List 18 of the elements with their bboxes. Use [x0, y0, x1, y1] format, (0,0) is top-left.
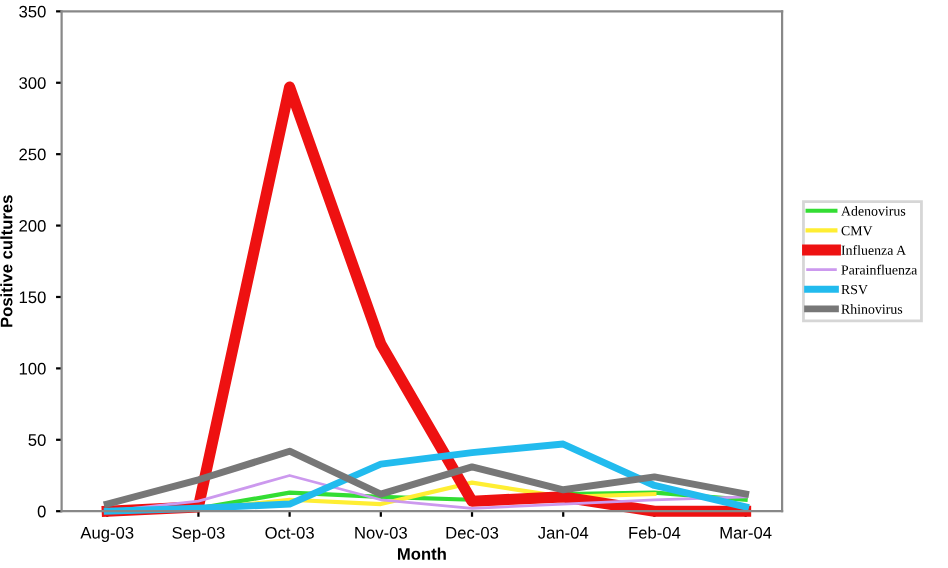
x-tick-label: Aug-03: [80, 526, 134, 543]
y-tick-label: 100: [19, 362, 46, 375]
x-tick-label: Dec-03: [446, 526, 499, 539]
x-tick-label: Sep-03: [172, 526, 225, 543]
x-tick-label: Feb-04: [629, 526, 681, 539]
x-tick-label: Mar-04: [720, 526, 772, 539]
y-tick-label: 200: [19, 219, 46, 232]
y-tick-label: 350: [19, 5, 46, 18]
y-tick-label: 250: [19, 148, 46, 161]
x-tick-label: Nov-03: [355, 526, 407, 539]
x-tick-label: Jan-04: [538, 526, 589, 539]
y-tick-label: 50: [28, 434, 46, 446]
x-axis-title: Month: [397, 547, 446, 560]
y-tick-label: 300: [19, 77, 46, 89]
y-tick-label: 0: [37, 505, 46, 518]
y-tick-label: 150: [19, 291, 46, 304]
x-tick-label: Oct-03: [265, 526, 314, 539]
y-axis-title: Positive cultures: [0, 195, 13, 327]
